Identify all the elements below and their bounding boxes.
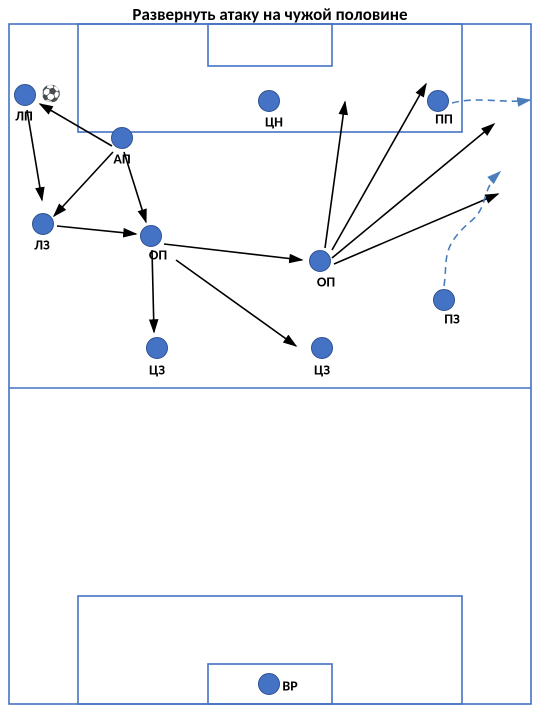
player-lp (14, 84, 36, 106)
player-label-op2: ОП (317, 274, 335, 291)
movement-arrow (54, 152, 113, 216)
player-op2 (309, 250, 331, 272)
player-pz (433, 289, 455, 311)
ball-icon: ⚽ (41, 86, 59, 104)
player-label-pz: ПЗ (444, 311, 460, 328)
movement-arrow (325, 102, 345, 248)
player-lz (32, 213, 54, 235)
player-ap (111, 127, 133, 149)
player-op1 (140, 225, 162, 247)
player-cn (258, 90, 280, 112)
player-label-op1: ОП (149, 247, 167, 264)
player-label-vr: ВР (282, 678, 297, 695)
field-rect (208, 24, 332, 66)
player-label-pp: ПП (435, 111, 453, 128)
player-label-ap: АП (113, 151, 130, 168)
player-cz1 (146, 337, 168, 359)
movement-arrow (40, 104, 112, 146)
run-arrow-dashed (444, 172, 500, 286)
player-cz2 (311, 337, 333, 359)
movement-arrow (332, 124, 494, 258)
movement-arrow (57, 226, 136, 234)
player-pp (427, 90, 449, 112)
player-label-lp: ЛП (15, 108, 33, 125)
run-arrow-dashed (452, 100, 530, 103)
player-label-cz1: ЦЗ (149, 362, 165, 379)
movement-arrow (332, 84, 426, 250)
tactic-diagram: Развернуть атаку на чужой половине ЛПЦНП… (0, 0, 540, 720)
player-label-cz2: ЦЗ (314, 362, 330, 379)
player-vr (258, 673, 280, 695)
player-label-cn: ЦН (265, 114, 283, 131)
movement-arrow (176, 260, 296, 346)
movement-arrow (164, 244, 302, 260)
player-label-lz: ЛЗ (34, 237, 50, 254)
